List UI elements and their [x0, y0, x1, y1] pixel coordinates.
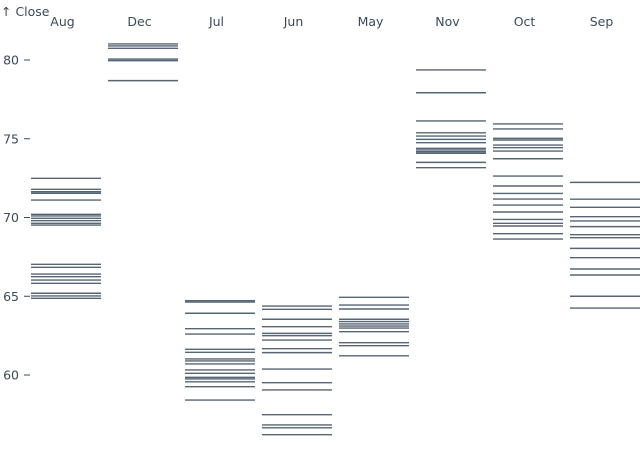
x-tick-label: Jul	[208, 14, 224, 29]
y-tick: 75	[3, 131, 30, 146]
y-tick: 70	[3, 210, 30, 225]
y-tick-label: 60	[3, 368, 19, 383]
x-tick-label: Dec	[127, 14, 151, 29]
y-tick: 65	[3, 289, 30, 304]
series-jul	[185, 299, 255, 401]
x-tick-label: Nov	[435, 14, 460, 29]
tick-marks	[31, 43, 640, 436]
series-sep	[570, 181, 640, 309]
x-axis: Aug Dec Jul Jun May Nov Oct Sep	[50, 14, 613, 29]
x-tick-label: Sep	[590, 14, 614, 29]
x-tick-label: Aug	[50, 14, 74, 29]
series-oct	[493, 123, 563, 240]
series-jun	[262, 305, 332, 436]
x-tick-label: Jun	[283, 14, 304, 29]
y-axis-label: ↑ Close	[1, 4, 50, 19]
series-dec	[108, 43, 178, 82]
y-tick: 80	[3, 53, 30, 68]
x-tick-label: May	[358, 14, 384, 29]
y-axis: 60 65 70 75 80	[3, 53, 30, 383]
y-tick-label: 70	[3, 210, 19, 225]
series-nov	[416, 69, 486, 169]
y-tick-label: 75	[3, 131, 19, 146]
x-tick-label: Oct	[514, 14, 536, 29]
series-aug	[31, 177, 101, 299]
y-tick: 60	[3, 368, 30, 383]
series-may	[339, 296, 409, 357]
y-tick-label: 80	[3, 53, 19, 68]
y-tick-label: 65	[3, 289, 19, 304]
